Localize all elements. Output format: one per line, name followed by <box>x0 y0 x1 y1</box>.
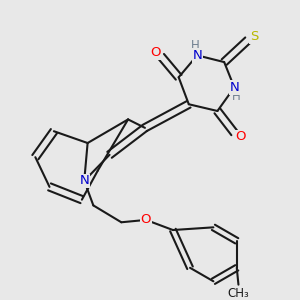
Text: H: H <box>232 90 240 103</box>
Text: S: S <box>250 30 258 43</box>
Text: N: N <box>80 174 89 187</box>
Text: N: N <box>192 49 202 62</box>
Text: CH₃: CH₃ <box>228 286 249 300</box>
Text: O: O <box>141 213 151 226</box>
Text: O: O <box>235 130 246 143</box>
Text: H: H <box>191 39 200 52</box>
Text: N: N <box>230 81 239 94</box>
Text: O: O <box>150 46 160 59</box>
